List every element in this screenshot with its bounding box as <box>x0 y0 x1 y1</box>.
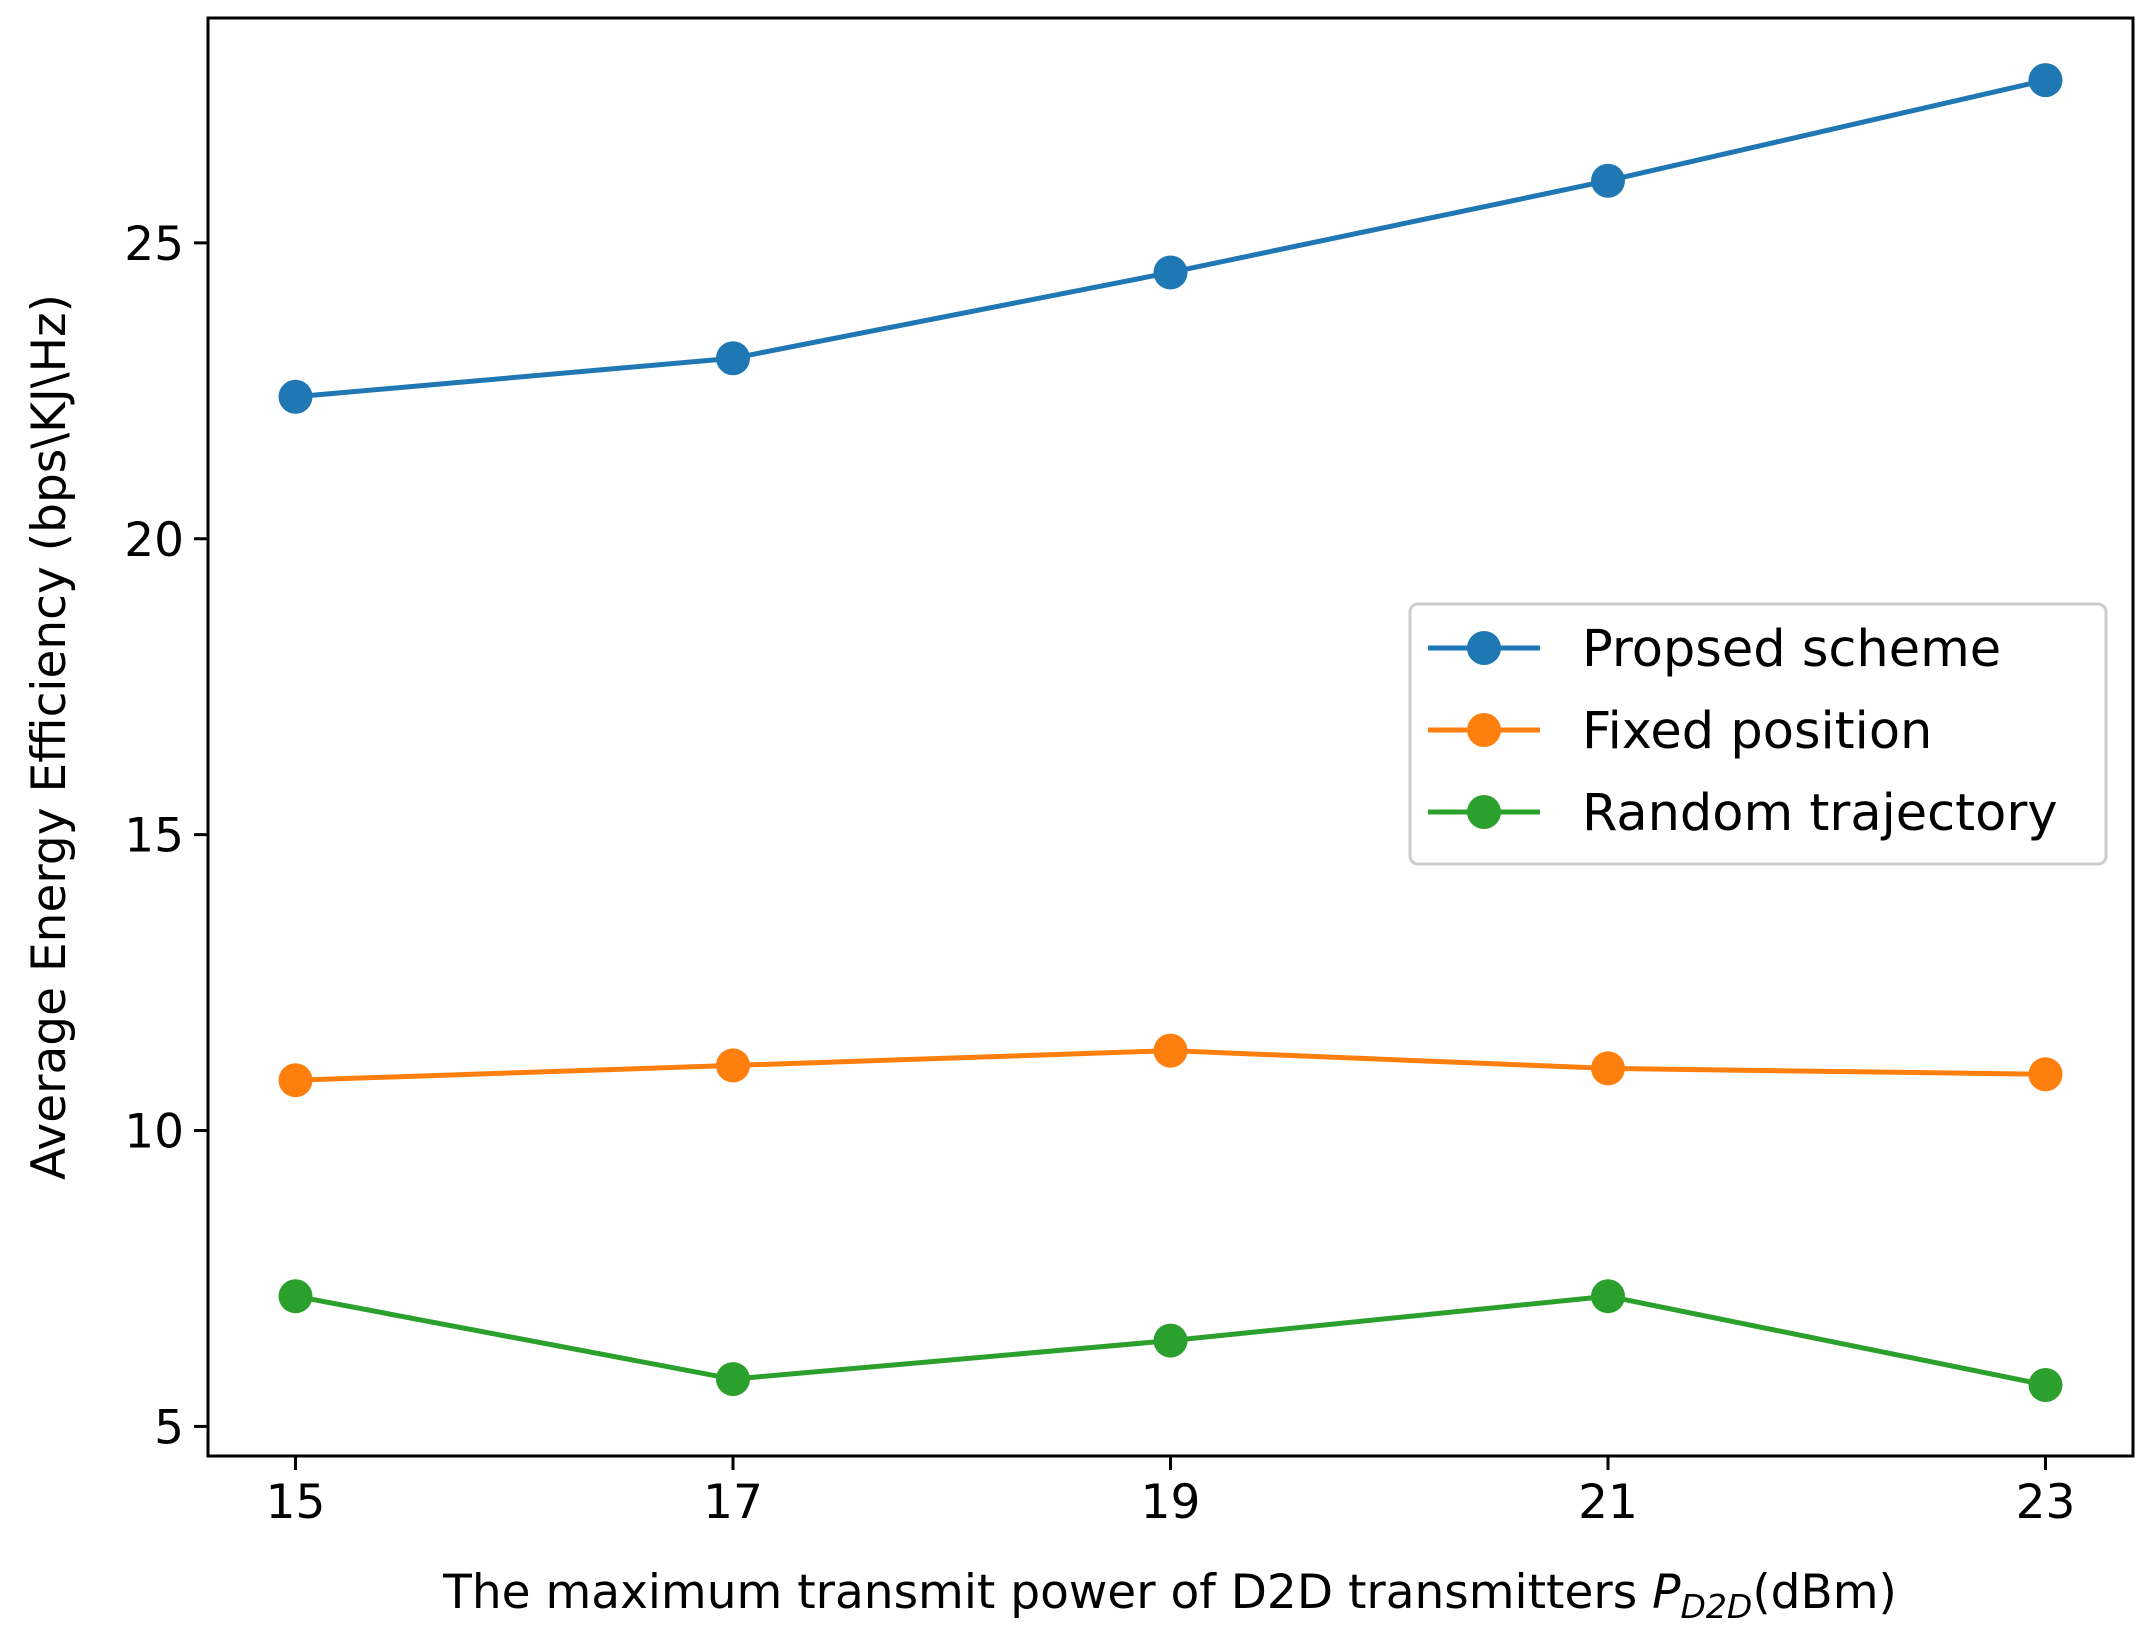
data-point-fixed-position-21 <box>1591 1051 1625 1086</box>
x-tick-label-17: 17 <box>703 1475 763 1530</box>
data-point-random-trajectory-23 <box>2028 1367 2063 1402</box>
y-tick-label-15: 15 <box>124 809 184 864</box>
data-point-random-trajectory-15 <box>278 1279 313 1314</box>
y-axis-label: Average Energy Efficiency (bps\KJ\Hz) <box>22 294 77 1180</box>
data-point-random-trajectory-21 <box>1591 1279 1625 1314</box>
legend-frame <box>1408 602 2108 866</box>
data-point-random-trajectory-17 <box>716 1362 750 1397</box>
data-point-fixed-position-23 <box>2028 1057 2063 1092</box>
x-axis-label-symbol: P <box>1652 1565 1681 1620</box>
legend-marker-random-trajectory <box>1467 795 1501 829</box>
x-tick-label-21: 21 <box>1578 1475 1638 1530</box>
y-tick-label-10: 10 <box>124 1105 184 1160</box>
x-axis-label-prefix: The maximum transmit power of D2D transm… <box>442 1565 1652 1620</box>
x-axis-label-subscript: D2D <box>1680 1587 1752 1626</box>
series-layer <box>278 63 2063 1402</box>
x-axis-label-suffix: (dBm) <box>1752 1565 1897 1620</box>
legend-label-random-trajectory: Random trajectory <box>1582 784 2058 843</box>
data-point-propsed-scheme-19 <box>1153 255 1188 290</box>
legend-label-propsed-scheme: Propsed scheme <box>1582 620 2001 679</box>
x-tick-label-15: 15 <box>266 1475 326 1530</box>
legend: Propsed scheme Fixed position Random traje… <box>1408 602 2108 866</box>
x-axis-label: The maximum transmit power of D2D transm… <box>442 1565 1897 1626</box>
data-point-propsed-scheme-23 <box>2028 63 2063 98</box>
y-tick-label-5: 5 <box>154 1400 184 1455</box>
x-tick-label-19: 19 <box>1141 1475 1201 1530</box>
data-point-random-trajectory-19 <box>1153 1323 1188 1358</box>
x-axis: 15 17 19 21 23 <box>266 1456 2076 1530</box>
data-point-propsed-scheme-15 <box>278 379 313 414</box>
y-axis: 5 10 15 20 25 <box>124 217 208 1455</box>
legend-marker-propsed-scheme <box>1467 631 1501 665</box>
y-tick-label-25: 25 <box>124 217 184 272</box>
data-point-fixed-position-15 <box>278 1063 313 1098</box>
data-point-propsed-scheme-21 <box>1591 163 1625 198</box>
data-point-fixed-position-17 <box>716 1048 750 1083</box>
data-point-propsed-scheme-17 <box>716 341 750 376</box>
legend-marker-fixed-position <box>1467 713 1501 747</box>
legend-label-fixed-position: Fixed position <box>1582 702 1932 761</box>
data-point-fixed-position-19 <box>1153 1033 1188 1068</box>
x-tick-label-23: 23 <box>2016 1475 2076 1530</box>
y-tick-label-20: 20 <box>124 513 184 568</box>
